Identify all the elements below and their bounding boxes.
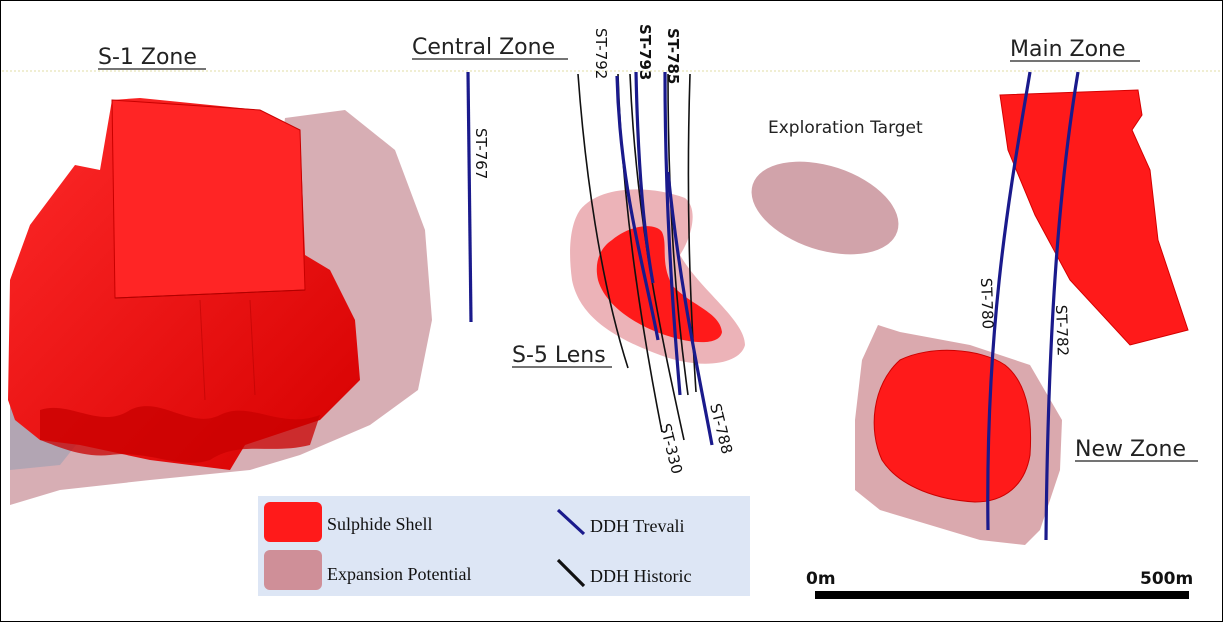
legend-swatch-sulphide <box>264 502 322 542</box>
label-st782: ST-782 <box>1052 305 1072 357</box>
exploration-target-label: Exploration Target <box>768 118 923 138</box>
s1-sulphide-face <box>111 99 306 299</box>
scale-end-label: 500m <box>1140 569 1193 589</box>
legend-box <box>258 496 750 596</box>
hole-st780 <box>986 71 1032 531</box>
new-zone-label: New Zone <box>1075 437 1186 462</box>
label-st767: ST-767 <box>472 128 490 179</box>
central-zone-label: Central Zone <box>412 35 555 60</box>
s5-sulphide-body <box>596 226 722 343</box>
scale-bar-line <box>815 591 1189 599</box>
legend-label-sulphide: Sulphide Shell <box>327 514 433 534</box>
legend-line-trevali <box>556 508 586 536</box>
hole-st792 <box>615 75 660 341</box>
historic-hole-4 <box>667 73 689 396</box>
scale-bar: 0m 500m <box>806 569 1193 599</box>
legend-label-expansion: Expansion Potential <box>327 564 471 584</box>
label-st792: ST-792 <box>592 28 610 79</box>
main-zone-sulphide-body <box>999 89 1189 346</box>
s5-lens-label: S-5 Lens <box>512 343 606 368</box>
main-zone-label: Main Zone <box>1010 37 1126 62</box>
legend-label-historic: DDH Historic <box>590 566 692 586</box>
exploration-target-ellipse <box>751 161 899 255</box>
hole-st767 <box>466 71 473 323</box>
label-st780: ST-780 <box>977 278 997 330</box>
legend-line-historic <box>556 558 586 588</box>
hole-st782 <box>1044 71 1080 541</box>
historic-hole-1 <box>577 73 629 369</box>
hole-st785 <box>663 71 682 396</box>
s1-sulphide-lower-lobes <box>40 406 320 463</box>
scale-start-label: 0m <box>806 569 836 589</box>
legend-swatch-expansion <box>264 550 322 590</box>
s1-zone-shapes <box>8 98 432 505</box>
hole-st788 <box>666 171 714 446</box>
hole-st793 <box>634 71 655 284</box>
ddh-trevali-holes <box>466 71 1080 541</box>
legend-label-trevali: DDH Trevali <box>590 516 685 536</box>
legend: Sulphide Shell Expansion Potential DDH T… <box>258 496 750 596</box>
s1-zone-label: S-1 Zone <box>98 45 197 70</box>
label-st793: ST-793 <box>636 24 654 80</box>
label-st785: ST-785 <box>664 28 682 84</box>
